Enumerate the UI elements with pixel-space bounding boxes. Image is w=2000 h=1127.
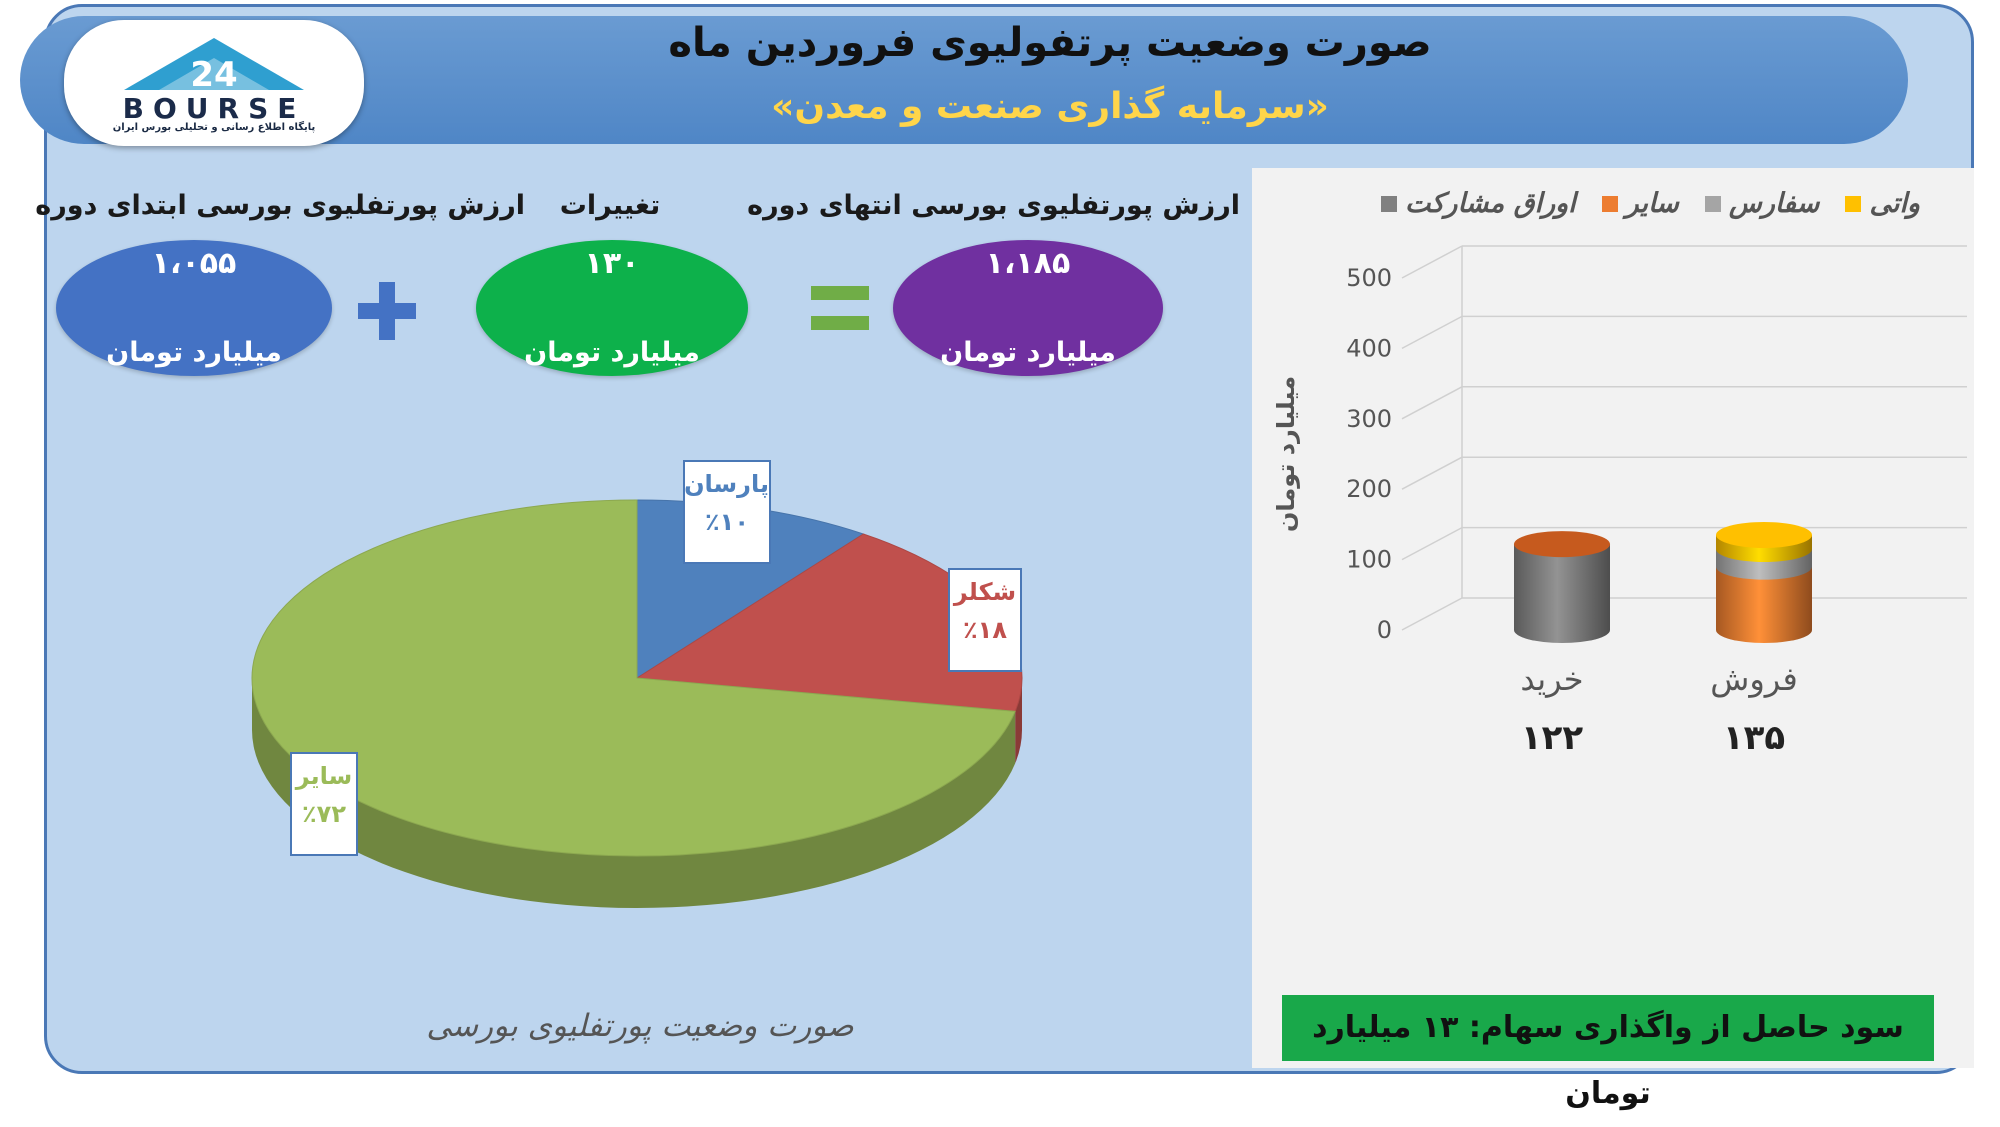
bar-total-label: ۱۳۵ [1723, 718, 1785, 758]
trades-bar-chart: 0 100 200 300 400 500 میلیارد تومان خرید ۱۲۲ فروش… [1272, 245, 1967, 758]
portfolio-pie-chart [251, 499, 1023, 909]
bourse24-logo: 24 BOURSE پایگاه اطلاع رسانی و تحلیلی بو… [64, 20, 364, 146]
grid-depth-3 [1401, 386, 1463, 420]
pie-label-other-percent: ٪۷۲ [302, 800, 346, 828]
y-axis-label: میلیارد تومان [1272, 376, 1300, 532]
end-value-oval: ۱،۱۸۵ میلیارد تومان [893, 240, 1163, 376]
y-tick-label: 100 [1346, 546, 1392, 574]
start-unit: میلیارد تومان [106, 337, 282, 368]
end-value-label: ارزش پورتفلیوی بورسی انتهای دوره [747, 190, 1240, 221]
legend-item-vati: واتی [1845, 188, 1920, 219]
pie-label-parsan: پارسان ٪۱۰ [683, 460, 771, 564]
start-value: ۱،۰۵۵ [151, 246, 237, 281]
grid-depth-2 [1401, 456, 1463, 490]
bar-total-label: ۱۲۲ [1521, 718, 1584, 758]
profit-banner: سود حاصل از واگذاری سهام: ۱۳ میلیارد توم… [1282, 995, 1934, 1111]
trades-chart-panel [1252, 168, 1974, 1068]
logo-number: 24 [190, 55, 237, 95]
bar-segment [1716, 566, 1812, 643]
y-tick-label: 400 [1346, 334, 1392, 362]
legend-item-sefars: سفارس [1704, 188, 1820, 219]
legend-swatch-bonds [1381, 195, 1398, 212]
y-tick-label: 0 [1377, 616, 1392, 644]
pie-label-shekalar-name: شکلر [953, 578, 1017, 606]
legend-swatch-sefars [1704, 195, 1721, 212]
change-value: ۱۳۰ [584, 246, 640, 281]
start-value-oval: ۱،۰۵۵ میلیارد تومان [56, 240, 332, 376]
equals-icon [811, 286, 869, 330]
pie-label-parsan-percent: ٪۱۰ [705, 508, 749, 536]
pie-label-other-name: سایر [295, 762, 353, 790]
legend-swatch-vati [1845, 195, 1862, 212]
end-value: ۱،۱۸۵ [985, 246, 1071, 281]
bar-segment [1514, 544, 1610, 643]
pie-label-other: سایر ٪۷۲ [290, 752, 358, 856]
legend-label-other: سایر [1625, 188, 1679, 219]
grid-depth-0 [1401, 597, 1463, 631]
x-category-label: فروش [1710, 660, 1797, 698]
logo-wordmark: BOURSE [123, 92, 306, 125]
pie-label-shekalar: شکلر ٪۱۸ [948, 568, 1022, 672]
bar-chart-legend: واتی سفارس سایر اوراق مشارکت [1320, 188, 1920, 219]
bar-top-cap [1716, 521, 1812, 548]
x-category-label: خرید [1520, 660, 1583, 698]
legend-swatch-other [1601, 195, 1618, 212]
change-value-oval: ۱۳۰ میلیارد تومان [476, 240, 748, 376]
logo-tagline: پایگاه اطلاع رسانی و تحلیلی بورس ایران [112, 122, 316, 133]
grid-depth-1 [1401, 526, 1463, 561]
legend-label-bonds: اوراق مشارکت [1405, 188, 1576, 219]
legend-item-other: سایر [1601, 188, 1679, 219]
start-value-label: ارزش پورتفلیوی بورسی ابتدای دوره [35, 190, 525, 221]
pie-label-parsan-name: پارسان [684, 470, 769, 498]
pie-side-1 [1015, 678, 1022, 764]
legend-item-bonds: اوراق مشارکت [1381, 188, 1576, 219]
change-label: تغییرات [559, 190, 661, 221]
pie-label-shekalar-percent: ٪۱۸ [963, 616, 1007, 644]
end-unit: میلیارد تومان [940, 337, 1116, 368]
y-tick-label: 500 [1346, 264, 1392, 292]
legend-label-vati: واتی [1869, 188, 1920, 219]
plus-icon [358, 282, 416, 340]
pie-side-2 [252, 678, 1016, 909]
y-tick-label: 300 [1346, 405, 1392, 433]
page-subtitle: «سرمایه گذاری صنعت و معدن» [771, 86, 1329, 127]
bar-top-cap [1514, 531, 1610, 558]
pie-chart-title: صورت وضعیت پورتفلیوی بورسی [426, 1008, 854, 1044]
change-unit: میلیارد تومان [524, 337, 700, 368]
grid-depth-4 [1401, 315, 1463, 350]
legend-label-sefars: سفارس [1728, 188, 1820, 219]
grid-depth-5 [1401, 245, 1463, 279]
y-tick-label: 200 [1346, 475, 1392, 503]
logo-graphic: 24 BOURSE [123, 38, 306, 125]
page-title: صورت وضعیت پرتفولیوی فروردین ماه [668, 20, 1432, 66]
